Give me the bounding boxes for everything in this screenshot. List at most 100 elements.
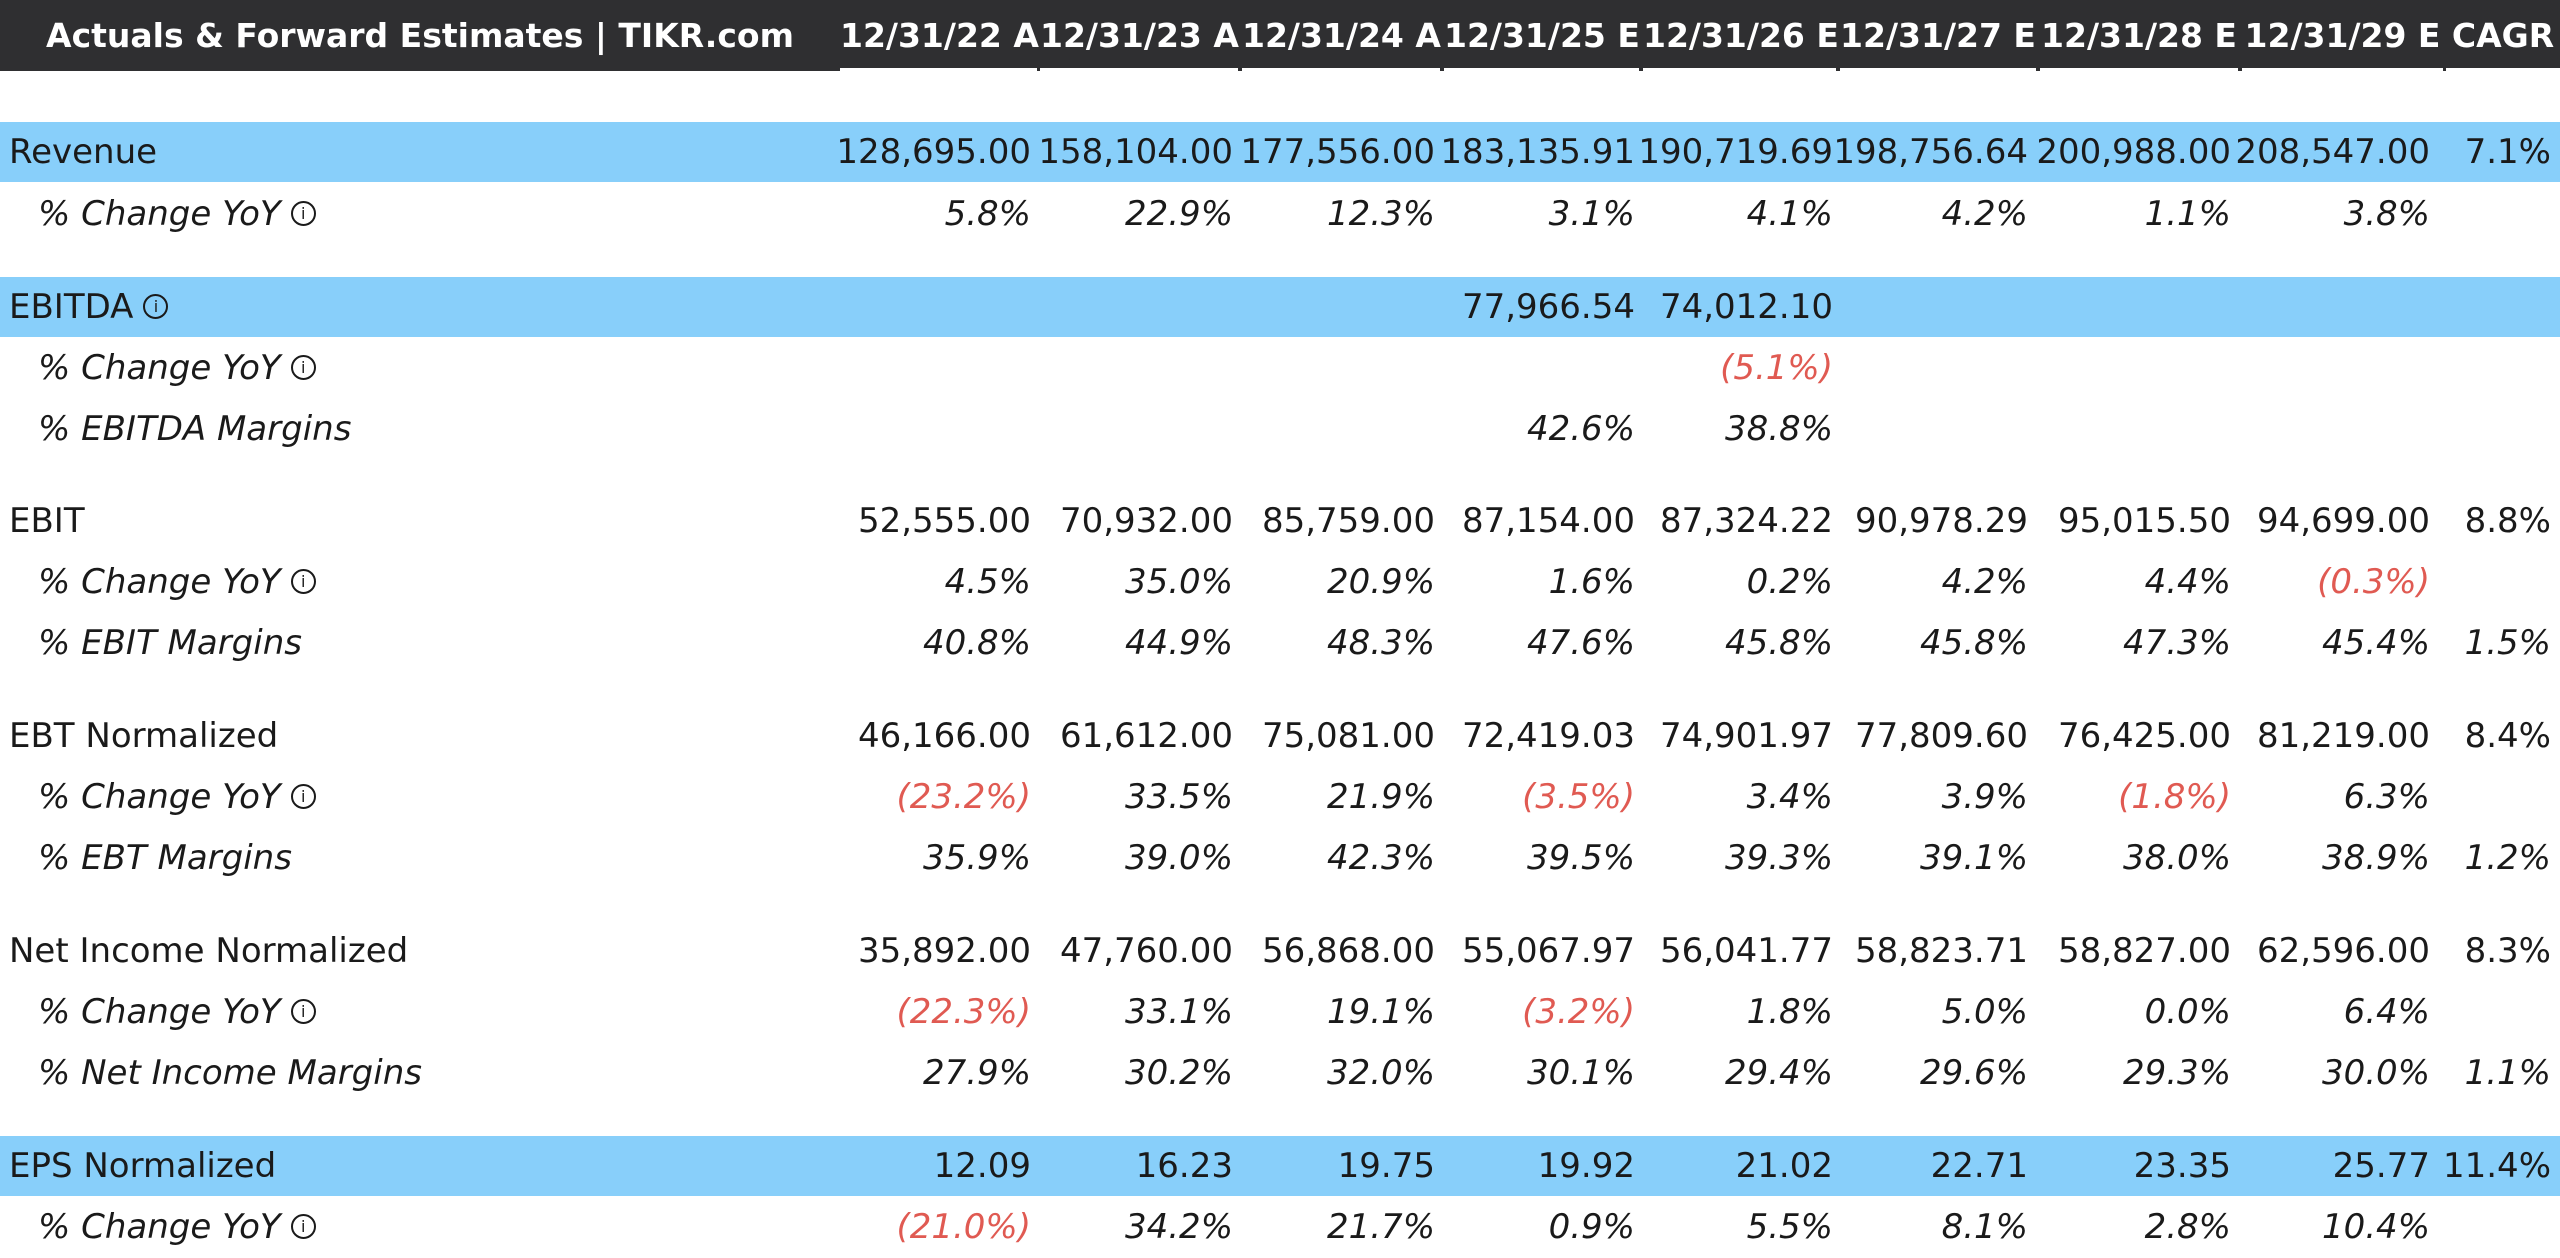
value-cell: 208,547.00 — [2235, 132, 2430, 172]
value-cell: 87,324.22 — [1659, 501, 1833, 541]
value-cell: 56,868.00 — [1261, 931, 1435, 971]
value-cell: 1.6% — [1548, 562, 1635, 602]
value-cell: 48.3% — [1326, 623, 1435, 663]
value-cell: 38.9% — [2321, 838, 2430, 878]
value-cell: 39.0% — [1124, 838, 1233, 878]
value-cell: 30.2% — [1124, 1053, 1233, 1093]
metric-row: EPS Normalized 12.09 16.23 19.75 19.92 21.02 2… — [0, 1136, 2560, 1197]
metric-row: EBITDA i 77,966.54 74,012.10 — [0, 277, 2560, 338]
info-icon[interactable]: i — [290, 1214, 316, 1239]
row-label: % EBITDA Margins — [38, 399, 351, 460]
row-label-text: % Change YoY — [38, 992, 281, 1032]
row-label: EBIT — [9, 491, 85, 552]
header-col-period: 12/31/26 E — [1643, 0, 1839, 71]
value-cell: 38.0% — [2122, 838, 2231, 878]
row-label: % Change YoY i — [38, 552, 316, 613]
value-cell: 19.75 — [1337, 1146, 1435, 1186]
value-cell: 35.0% — [1124, 562, 1233, 602]
value-cell: 44.9% — [1124, 623, 1233, 663]
row-label: % Change YoY i — [38, 184, 316, 245]
info-icon[interactable]: i — [290, 569, 316, 594]
row-label-text: Net Income Normalized — [9, 931, 409, 971]
row-label-text: % EBITDA Margins — [38, 409, 352, 449]
cagr-cell: 1.1% — [2464, 1053, 2551, 1093]
sub-metric-row: % EBITDA Margins 42.6% 38.8% — [0, 399, 2560, 460]
value-cell: 70,932.00 — [1059, 501, 1233, 541]
value-cell: 77,809.60 — [1854, 716, 2028, 756]
row-label-text: % Change YoY — [38, 777, 281, 817]
value-cell: 19.92 — [1537, 1146, 1635, 1186]
row-label: % Net Income Margins — [38, 1043, 422, 1104]
value-cell: 6.3% — [2343, 777, 2430, 817]
value-cell: 12.3% — [1326, 194, 1435, 234]
value-cell: 4.2% — [1941, 194, 2028, 234]
cagr-cell: 7.1% — [2464, 132, 2551, 172]
value-cell: 38.8% — [1724, 409, 1833, 449]
value-cell: 30.1% — [1526, 1053, 1635, 1093]
value-cell: 20.9% — [1326, 562, 1435, 602]
value-cell: 25.77 — [2332, 1146, 2430, 1186]
header-col-period: 12/31/24 A — [1242, 0, 1441, 71]
row-highlight-band — [0, 277, 2560, 337]
value-cell: 19.1% — [1326, 992, 1435, 1032]
value-cell: 81,219.00 — [2256, 716, 2430, 756]
value-cell: 198,756.64 — [1833, 132, 2028, 172]
info-icon[interactable]: i — [290, 201, 316, 226]
cagr-cell: 8.3% — [2464, 931, 2551, 971]
value-cell: 21.02 — [1735, 1146, 1833, 1186]
sub-metric-row: % Change YoY i (23.2%) 33.5% 21.9% (3.5%) 3.4%… — [0, 767, 2560, 828]
value-cell: 29.6% — [1919, 1053, 2028, 1093]
value-cell: 39.5% — [1526, 838, 1635, 878]
value-cell: 74,901.97 — [1659, 716, 1833, 756]
value-cell: 27.9% — [922, 1053, 1031, 1093]
info-icon[interactable]: i — [290, 355, 316, 380]
value-cell: (23.2%) — [896, 777, 1031, 817]
row-label: Net Income Normalized — [9, 921, 408, 982]
row-label: % Change YoY i — [38, 982, 316, 1043]
value-cell: 39.1% — [1919, 838, 2028, 878]
value-cell: 33.1% — [1124, 992, 1233, 1032]
value-cell: 74,012.10 — [1659, 287, 1833, 327]
info-icon[interactable]: i — [290, 784, 316, 809]
sub-metric-row: % Net Income Margins 27.9% 30.2% 32.0% 30.1%… — [0, 1043, 2560, 1104]
value-cell: 32.0% — [1326, 1053, 1435, 1093]
value-cell: 76,425.00 — [2057, 716, 2231, 756]
value-cell: 42.6% — [1526, 409, 1635, 449]
value-cell: 8.1% — [1941, 1207, 2028, 1247]
row-label-text: EBT Normalized — [9, 716, 279, 756]
value-cell: 42.3% — [1326, 838, 1435, 878]
value-cell: 77,966.54 — [1461, 287, 1635, 327]
value-cell: 128,695.00 — [836, 132, 1031, 172]
row-label-text: EBITDA — [9, 287, 134, 327]
row-label-text: Revenue — [9, 132, 158, 172]
value-cell: 2.8% — [2144, 1207, 2231, 1247]
header-col-period: 12/31/25 E — [1444, 0, 1640, 71]
value-cell: (0.3%) — [2317, 562, 2430, 602]
value-cell: (3.2%) — [1522, 992, 1635, 1032]
sub-metric-row: % EBIT Margins 40.8% 44.9% 48.3% 47.6% 45.8% 4… — [0, 613, 2560, 674]
info-icon[interactable]: i — [143, 294, 169, 319]
value-cell: 56,041.77 — [1659, 931, 1833, 971]
value-cell: (1.8%) — [2118, 777, 2231, 817]
value-cell: 47.3% — [2122, 623, 2231, 663]
value-cell: 35.9% — [922, 838, 1031, 878]
value-cell: 72,419.03 — [1461, 716, 1635, 756]
header-col-period: 12/31/28 E — [2040, 0, 2238, 71]
value-cell: 52,555.00 — [857, 501, 1031, 541]
row-label: Revenue — [9, 122, 157, 183]
value-cell: 6.4% — [2343, 992, 2430, 1032]
metric-row: Net Income Normalized 35,892.00 47,760.00 5… — [0, 921, 2560, 982]
sub-metric-row: % Change YoY i (22.3%) 33.1% 19.1% (3.2%) 1.8%… — [0, 982, 2560, 1043]
value-cell: 58,823.71 — [1854, 931, 2028, 971]
row-label-text: EPS Normalized — [9, 1146, 277, 1186]
value-cell: 10.4% — [2321, 1207, 2430, 1247]
value-cell: (5.1%) — [1720, 348, 1833, 388]
info-icon[interactable]: i — [290, 999, 316, 1024]
row-label: % EBT Margins — [38, 828, 292, 889]
value-cell: 45.8% — [1724, 623, 1833, 663]
value-cell: 47,760.00 — [1059, 931, 1233, 971]
row-label-text: % Change YoY — [38, 348, 281, 388]
value-cell: 16.23 — [1135, 1146, 1233, 1186]
value-cell: 22.9% — [1124, 194, 1233, 234]
